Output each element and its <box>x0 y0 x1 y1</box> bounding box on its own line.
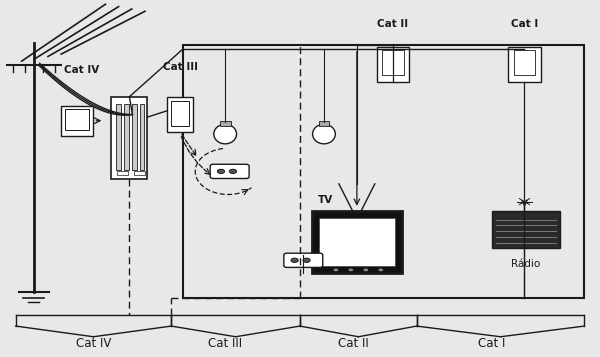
Bar <box>491 211 560 248</box>
Circle shape <box>334 268 338 271</box>
FancyBboxPatch shape <box>210 164 249 178</box>
Text: Cat I: Cat I <box>478 337 505 350</box>
Circle shape <box>229 169 236 174</box>
Bar <box>183 45 584 298</box>
Ellipse shape <box>313 124 335 144</box>
Circle shape <box>349 268 353 271</box>
Bar <box>382 50 404 75</box>
Bar <box>124 104 129 170</box>
Bar <box>61 106 94 136</box>
Text: Cat III: Cat III <box>208 337 242 350</box>
Text: Cat III: Cat III <box>163 62 198 72</box>
Bar <box>319 218 395 266</box>
Text: TV: TV <box>318 195 333 205</box>
Text: Cat II: Cat II <box>338 337 369 350</box>
Circle shape <box>379 268 383 271</box>
Bar <box>312 211 402 273</box>
Text: Cat II: Cat II <box>377 19 409 29</box>
Circle shape <box>364 268 368 271</box>
FancyBboxPatch shape <box>284 253 323 267</box>
Text: Rádio: Rádio <box>511 258 541 268</box>
Circle shape <box>217 169 224 174</box>
Circle shape <box>303 258 310 262</box>
Bar <box>116 104 121 170</box>
Bar <box>508 47 541 82</box>
Text: Cat I: Cat I <box>511 19 538 29</box>
Circle shape <box>291 258 298 262</box>
Bar <box>118 171 128 175</box>
Bar <box>112 97 148 178</box>
Bar <box>319 121 329 126</box>
Bar <box>171 101 189 126</box>
Text: Cat IV: Cat IV <box>64 65 99 75</box>
Bar <box>134 171 145 175</box>
Bar <box>220 121 230 126</box>
Bar <box>65 109 89 131</box>
Bar <box>140 104 145 170</box>
Ellipse shape <box>214 124 236 144</box>
Bar <box>514 50 535 75</box>
Bar <box>132 104 137 170</box>
Bar <box>377 47 409 82</box>
Text: Cat IV: Cat IV <box>76 337 111 350</box>
Bar <box>167 97 193 132</box>
